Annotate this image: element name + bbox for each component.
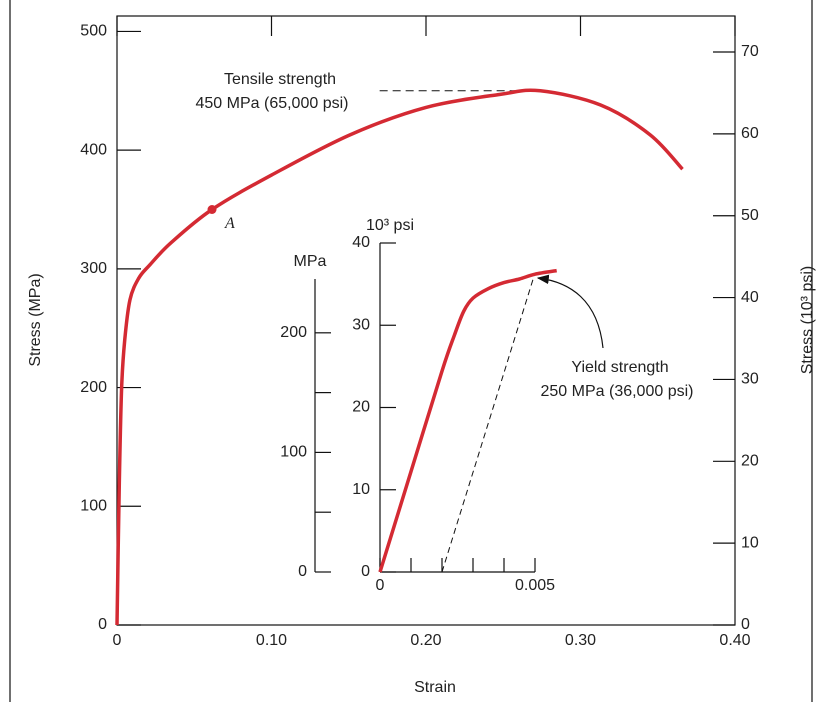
inset-y-tick-label: 200 (280, 324, 307, 341)
x-tick-label: 0.40 (719, 632, 750, 649)
point-label: A (224, 215, 235, 232)
y-tick-label: 300 (80, 260, 107, 277)
annotation: Tensile strength (224, 71, 336, 88)
inset-y2-tick-label: 40 (352, 234, 370, 251)
inset-y2-label: 10³ psi (366, 217, 414, 234)
curve (378, 268, 557, 573)
inset-y2-tick-label: 30 (352, 316, 370, 333)
y-tick-label: 100 (80, 498, 107, 515)
point-a (207, 205, 217, 215)
x-axis-label: Strain (414, 679, 456, 696)
inset-y-tick-label: 0 (298, 563, 307, 580)
inset-y-label: MPa (294, 253, 327, 270)
x-tick-label: 0.30 (565, 632, 596, 649)
x-tick-label: 0 (113, 632, 122, 649)
x-tick-label: 0.20 (410, 632, 441, 649)
inset-y2-tick-label: 20 (352, 399, 370, 416)
offset-line (441, 272, 536, 573)
inset-y2-tick-label: 10 (352, 481, 370, 498)
y-tick-label: 200 (80, 379, 107, 396)
arrow (536, 274, 604, 349)
annotation: Yield strength (571, 359, 668, 376)
y-axis-label: Stress (MPa) (27, 273, 44, 366)
y-tick-label: 500 (80, 23, 107, 40)
y2-tick-label: 70 (741, 43, 759, 60)
y2-axis-label: Stress (10³ psi) (799, 266, 816, 374)
inset-x-tick-label: 0 (376, 577, 385, 594)
y2-tick-label: 60 (741, 125, 759, 142)
y-tick-label: 0 (98, 616, 107, 633)
inset-y-tick-label: 100 (280, 444, 307, 461)
y2-tick-label: 50 (741, 207, 759, 224)
y2-tick-label: 20 (741, 453, 759, 470)
inset-y2-tick-label: 0 (361, 563, 370, 580)
y2-tick-label: 10 (741, 534, 759, 551)
y2-tick-label: 40 (741, 289, 759, 306)
annotation: 250 MPa (36,000 psi) (541, 383, 694, 400)
curve (115, 88, 684, 626)
y2-tick-label: 0 (741, 616, 750, 633)
y2-tick-label: 30 (741, 371, 759, 388)
y-tick-label: 400 (80, 141, 107, 158)
annotation: 450 MPa (65,000 psi) (196, 95, 349, 112)
inset-x-tick-label: 0.005 (515, 577, 555, 594)
x-tick-label: 0.10 (256, 632, 287, 649)
